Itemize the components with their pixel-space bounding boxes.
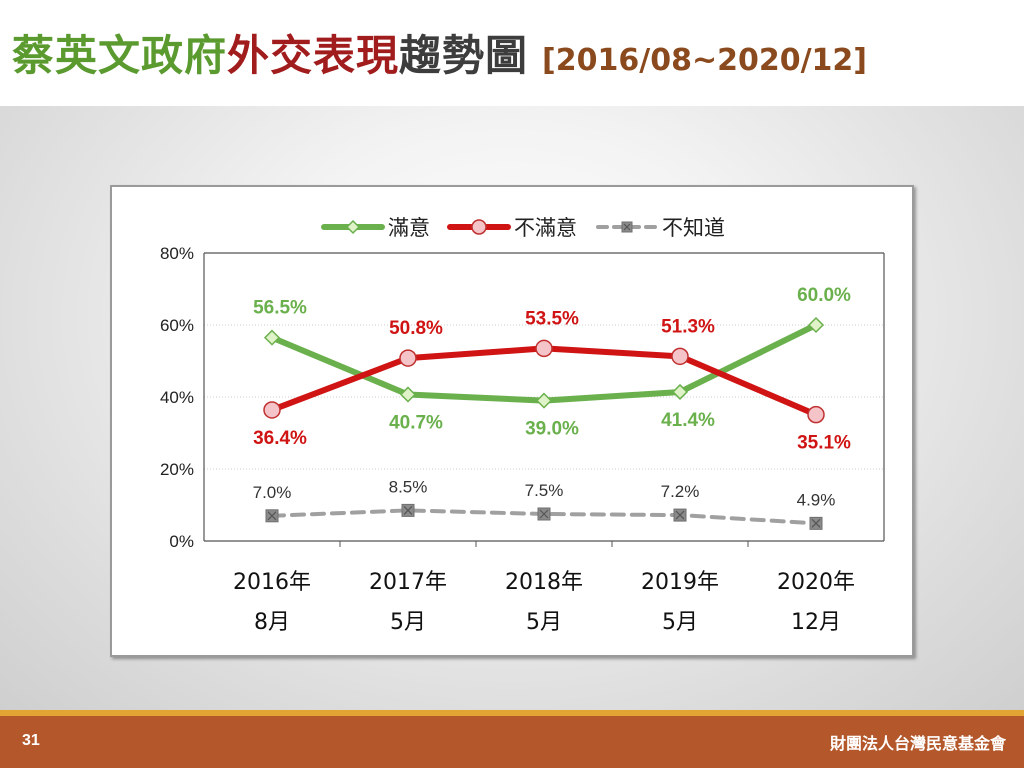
data-label: 40.7% — [389, 412, 443, 433]
x-tick-label-month: 5月 — [390, 610, 426, 635]
marker-dissatisfied — [399, 349, 417, 367]
marker-dissatisfied — [807, 405, 825, 424]
marker-satisfied — [399, 386, 417, 403]
data-label: 4.9% — [797, 490, 836, 509]
footer-bar: 31 財團法人台灣民意基金會 — [0, 716, 1024, 768]
legend-label: 不知道 — [662, 216, 725, 240]
marker-unknown-cross — [403, 505, 413, 515]
y-tick-label: 60% — [160, 316, 194, 335]
legend-marker-unknown-cross — [623, 223, 631, 231]
y-tick-label: 20% — [160, 460, 194, 479]
chart-panel: 0% 20% 40% 60% 80% 2016年 8月 2017年 5月 2018年 5月 2019年… — [110, 185, 914, 657]
data-label: 56.5% — [253, 298, 307, 319]
data-label: 41.4% — [661, 410, 715, 431]
marker-unknown-cross — [267, 511, 277, 521]
series-line-0 — [269, 322, 819, 404]
data-label: 51.3% — [661, 316, 715, 337]
data-label: 36.4% — [253, 428, 307, 449]
legend-marker-satisfied — [345, 219, 361, 235]
x-tick-label-month: 5月 — [526, 610, 562, 635]
marker-satisfied — [535, 392, 553, 409]
y-tick-label: 0% — [169, 532, 194, 551]
legend-label: 滿意 — [388, 216, 430, 240]
marker-dissatisfied — [671, 347, 689, 366]
footer-accent-line — [0, 710, 1024, 716]
marker-unknown-cross — [539, 509, 549, 519]
x-tick-label-month: 5月 — [662, 610, 698, 635]
title-part-diplomacy: 外交表現 — [227, 31, 400, 80]
x-tick-label-month: 8月 — [254, 610, 290, 635]
x-tick-label-month: 12月 — [791, 610, 841, 635]
data-label: 50.8% — [389, 318, 443, 339]
page-number: 31 — [22, 732, 40, 749]
data-label: 7.0% — [253, 483, 292, 502]
line-chart: 0% 20% 40% 60% 80% 2016年 8月 2017年 5月 2018年 5月 2019年… — [160, 216, 885, 635]
y-tick-label: 40% — [160, 388, 194, 407]
legend-label: 不滿意 — [514, 216, 577, 240]
legend-marker-dissatisfied — [471, 219, 487, 235]
x-tick-label-year: 2018年 — [505, 570, 583, 595]
x-tick-label-year: 2020年 — [777, 570, 855, 595]
y-tick-label: 80% — [160, 244, 194, 263]
data-label: 7.2% — [661, 482, 700, 501]
marker-dissatisfied — [535, 339, 553, 358]
x-tick-label-year: 2019年 — [641, 570, 719, 595]
marker-satisfied — [807, 316, 825, 334]
marker-unknown-cross — [675, 510, 685, 520]
x-tick-label-year: 2016年 — [233, 570, 311, 595]
marker-satisfied — [671, 383, 689, 401]
organization-name: 財團法人台灣民意基金會 — [829, 734, 1006, 753]
marker-satisfied — [263, 329, 281, 346]
marker-unknown-cross — [811, 518, 821, 528]
title-part-government: 蔡英文政府 — [12, 31, 228, 80]
data-label: 8.5% — [389, 477, 428, 496]
x-tick-label-year: 2017年 — [369, 570, 447, 595]
title-part-trend: 趨勢圖 — [399, 31, 529, 80]
data-label: 53.5% — [525, 308, 579, 329]
slide-title: 蔡英文政府外交表現趨勢圖 [2016/08~2020/12] — [12, 22, 867, 92]
data-label: 60.0% — [797, 285, 851, 306]
data-label: 35.1% — [797, 433, 851, 454]
title-date-range: [2016/08~2020/12] — [542, 43, 868, 78]
data-label: 7.5% — [525, 481, 564, 500]
data-label: 39.0% — [525, 419, 579, 440]
marker-dissatisfied — [263, 401, 281, 419]
